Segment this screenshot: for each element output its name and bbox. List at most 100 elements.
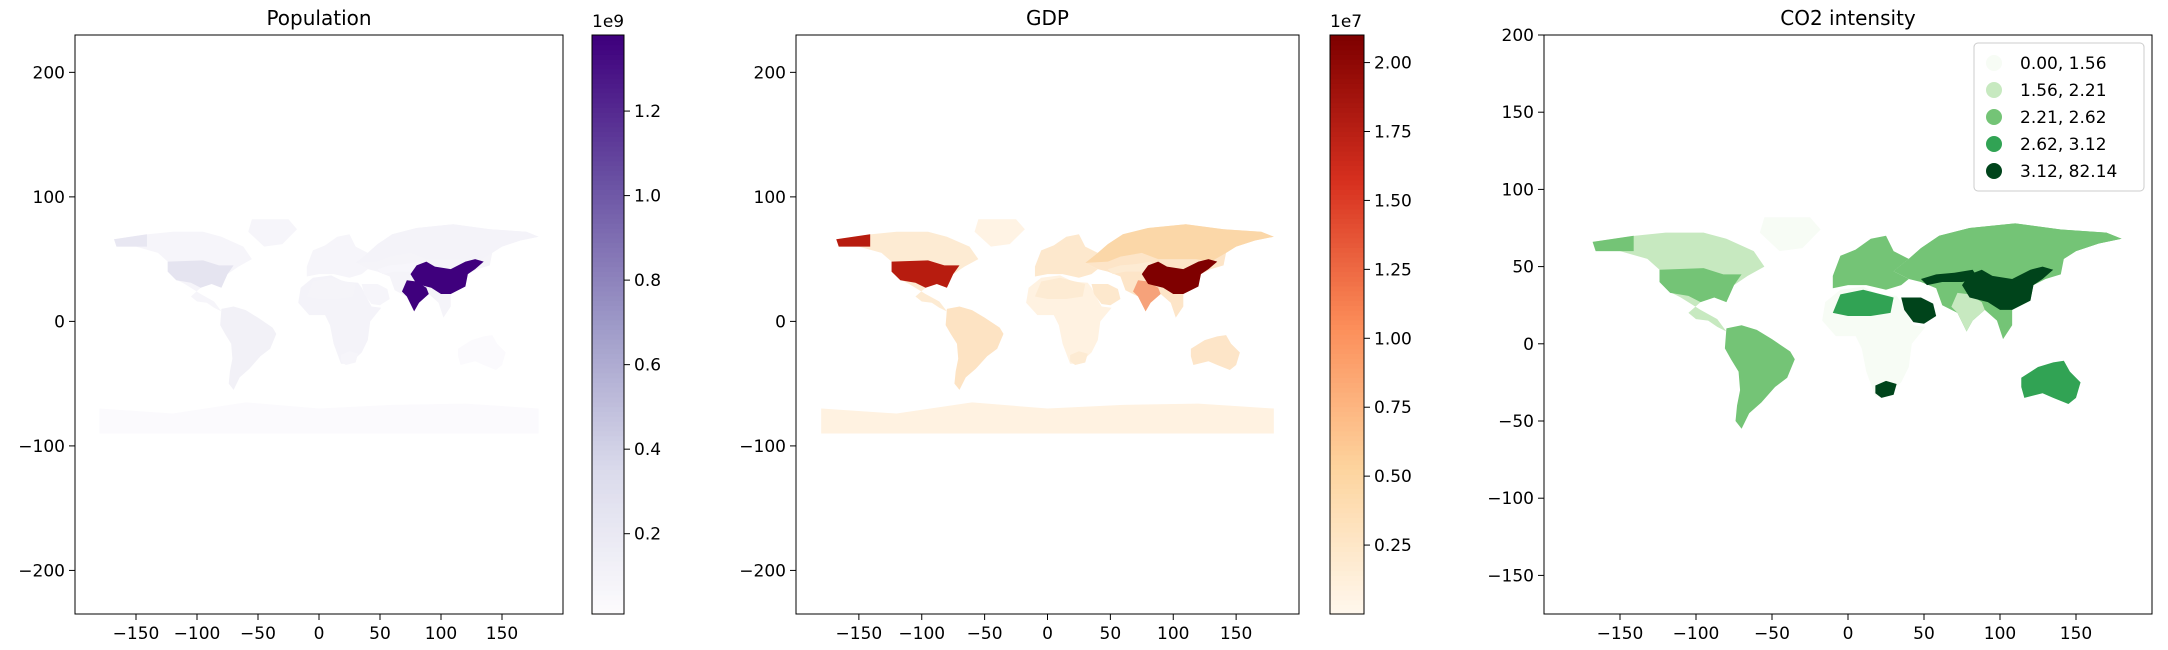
colorbar-step bbox=[592, 281, 624, 287]
colorbar-step bbox=[1330, 416, 1364, 422]
colorbar-step bbox=[1330, 531, 1364, 538]
colorbar-step bbox=[1330, 493, 1364, 499]
colorbar-step bbox=[1330, 343, 1364, 350]
colorbar-step bbox=[592, 556, 624, 562]
x-tick-label: 150 bbox=[1220, 624, 1252, 644]
colorbar-step bbox=[1330, 228, 1364, 234]
colorbar-step bbox=[592, 208, 624, 215]
x-tick-label: 0 bbox=[1843, 624, 1854, 644]
x-tick-label: 50 bbox=[1913, 624, 1935, 644]
y-tick-label: 50 bbox=[1512, 258, 1534, 278]
colorbar-step bbox=[592, 585, 624, 591]
x-tick-label: −50 bbox=[240, 624, 276, 644]
colorbar-step bbox=[1330, 256, 1364, 263]
region-eu bbox=[1832, 235, 1909, 290]
colorbar-step bbox=[592, 483, 624, 490]
colorbar-step bbox=[1330, 363, 1364, 369]
x-tick-label: −150 bbox=[836, 624, 883, 644]
colorbar-step bbox=[1330, 237, 1364, 244]
colorbar-step bbox=[592, 218, 624, 224]
colorbar-step bbox=[592, 531, 624, 538]
colorbar-step bbox=[592, 363, 624, 369]
colorbar-step bbox=[1330, 97, 1364, 104]
legend: 0.00, 1.56 1.56, 2.21 2.21, 2.62 2.62, 3.12… bbox=[1973, 42, 2145, 192]
colorbar-step bbox=[592, 271, 624, 277]
colorbar-step bbox=[592, 348, 624, 355]
x-tick-label: 100 bbox=[425, 624, 457, 644]
colorbar-step bbox=[1330, 401, 1364, 408]
chart-title: CO2 intensity bbox=[1780, 6, 1916, 30]
colorbar-step bbox=[592, 382, 624, 388]
colorbar-step bbox=[592, 121, 624, 128]
region-sa bbox=[945, 306, 1004, 390]
colorbar-step bbox=[592, 594, 624, 601]
colorbar-step bbox=[1330, 372, 1364, 379]
colorbar-step bbox=[1330, 377, 1364, 383]
colorbar-step bbox=[592, 136, 624, 142]
colorbar-step bbox=[1330, 503, 1364, 509]
colorbar-step bbox=[1330, 560, 1364, 567]
colorbar-0: 0.2 0.4 0.6 0.8 1.0 1.2 1e9 bbox=[591, 12, 661, 615]
colorbar-step bbox=[592, 179, 624, 186]
colorbar-step bbox=[1330, 478, 1364, 485]
colorbar-step bbox=[1330, 609, 1364, 615]
x-tick-label: 50 bbox=[369, 624, 391, 644]
colorbar-step bbox=[1330, 449, 1364, 456]
colorbar-step bbox=[1330, 546, 1364, 552]
colorbar-step bbox=[1330, 194, 1364, 200]
colorbar-step bbox=[592, 261, 624, 268]
colorbar-step bbox=[1330, 435, 1364, 441]
colorbar-tick-label: 1.25 bbox=[1374, 260, 1412, 280]
colorbar-step bbox=[592, 541, 624, 548]
colorbar-step bbox=[592, 401, 624, 408]
region-ak bbox=[1592, 235, 1634, 252]
colorbar-step bbox=[592, 604, 624, 610]
colorbar-step bbox=[592, 609, 624, 615]
colorbar-step bbox=[1330, 208, 1364, 215]
colorbar-step bbox=[592, 551, 624, 557]
colorbar-step bbox=[1330, 165, 1364, 171]
colorbar-step bbox=[1330, 556, 1364, 562]
colorbar-step bbox=[1330, 338, 1364, 345]
colorbar-step bbox=[1330, 112, 1364, 118]
x-tick-label: −50 bbox=[1754, 624, 1790, 644]
map-regions bbox=[1574, 217, 2122, 483]
legend-label: 0.00, 1.56 bbox=[2020, 54, 2107, 74]
x-tick-label: 0 bbox=[314, 624, 325, 644]
colorbar-step bbox=[1330, 334, 1364, 340]
colorbar-step bbox=[592, 512, 624, 519]
colorbar-step bbox=[592, 589, 624, 596]
panel-2: CO2 intensity −150 −100 −50 0 50 100 150 −150 −10… bbox=[1487, 6, 2153, 644]
colorbar-step bbox=[1330, 290, 1364, 297]
colorbar-step bbox=[592, 425, 624, 432]
colorbar-step bbox=[592, 107, 624, 113]
colorbar-step bbox=[592, 252, 624, 258]
x-tick-label: −50 bbox=[967, 624, 1003, 644]
colorbar-step bbox=[592, 392, 624, 398]
y-tick-label: −200 bbox=[739, 561, 786, 581]
colorbar-step bbox=[1330, 594, 1364, 601]
y-tick-label: 0 bbox=[1523, 335, 1534, 355]
colorbar-step bbox=[1330, 527, 1364, 533]
colorbar-step bbox=[1330, 430, 1364, 437]
colorbar-step bbox=[1330, 483, 1364, 490]
colorbar-step bbox=[1330, 107, 1364, 113]
colorbar-step bbox=[592, 228, 624, 234]
colorbar-step bbox=[592, 314, 624, 321]
colorbar-step bbox=[1330, 35, 1364, 41]
colorbar-step bbox=[592, 170, 624, 176]
y-tick-label: 200 bbox=[33, 63, 65, 83]
colorbar-step bbox=[1330, 512, 1364, 519]
y-tick-label: 0 bbox=[54, 312, 65, 332]
x-tick-label: −100 bbox=[898, 624, 945, 644]
legend-marker bbox=[1986, 109, 2002, 125]
colorbar-step bbox=[1330, 160, 1364, 166]
colorbar-step bbox=[592, 35, 624, 41]
colorbar-step bbox=[1330, 54, 1364, 60]
x-tick-label: −150 bbox=[113, 624, 160, 644]
colorbar-step bbox=[1330, 63, 1364, 70]
colorbar-step bbox=[592, 150, 624, 157]
colorbar-step bbox=[1330, 203, 1364, 210]
y-tick-label: −150 bbox=[1487, 566, 1534, 586]
x-tick-label: 50 bbox=[1100, 624, 1122, 644]
